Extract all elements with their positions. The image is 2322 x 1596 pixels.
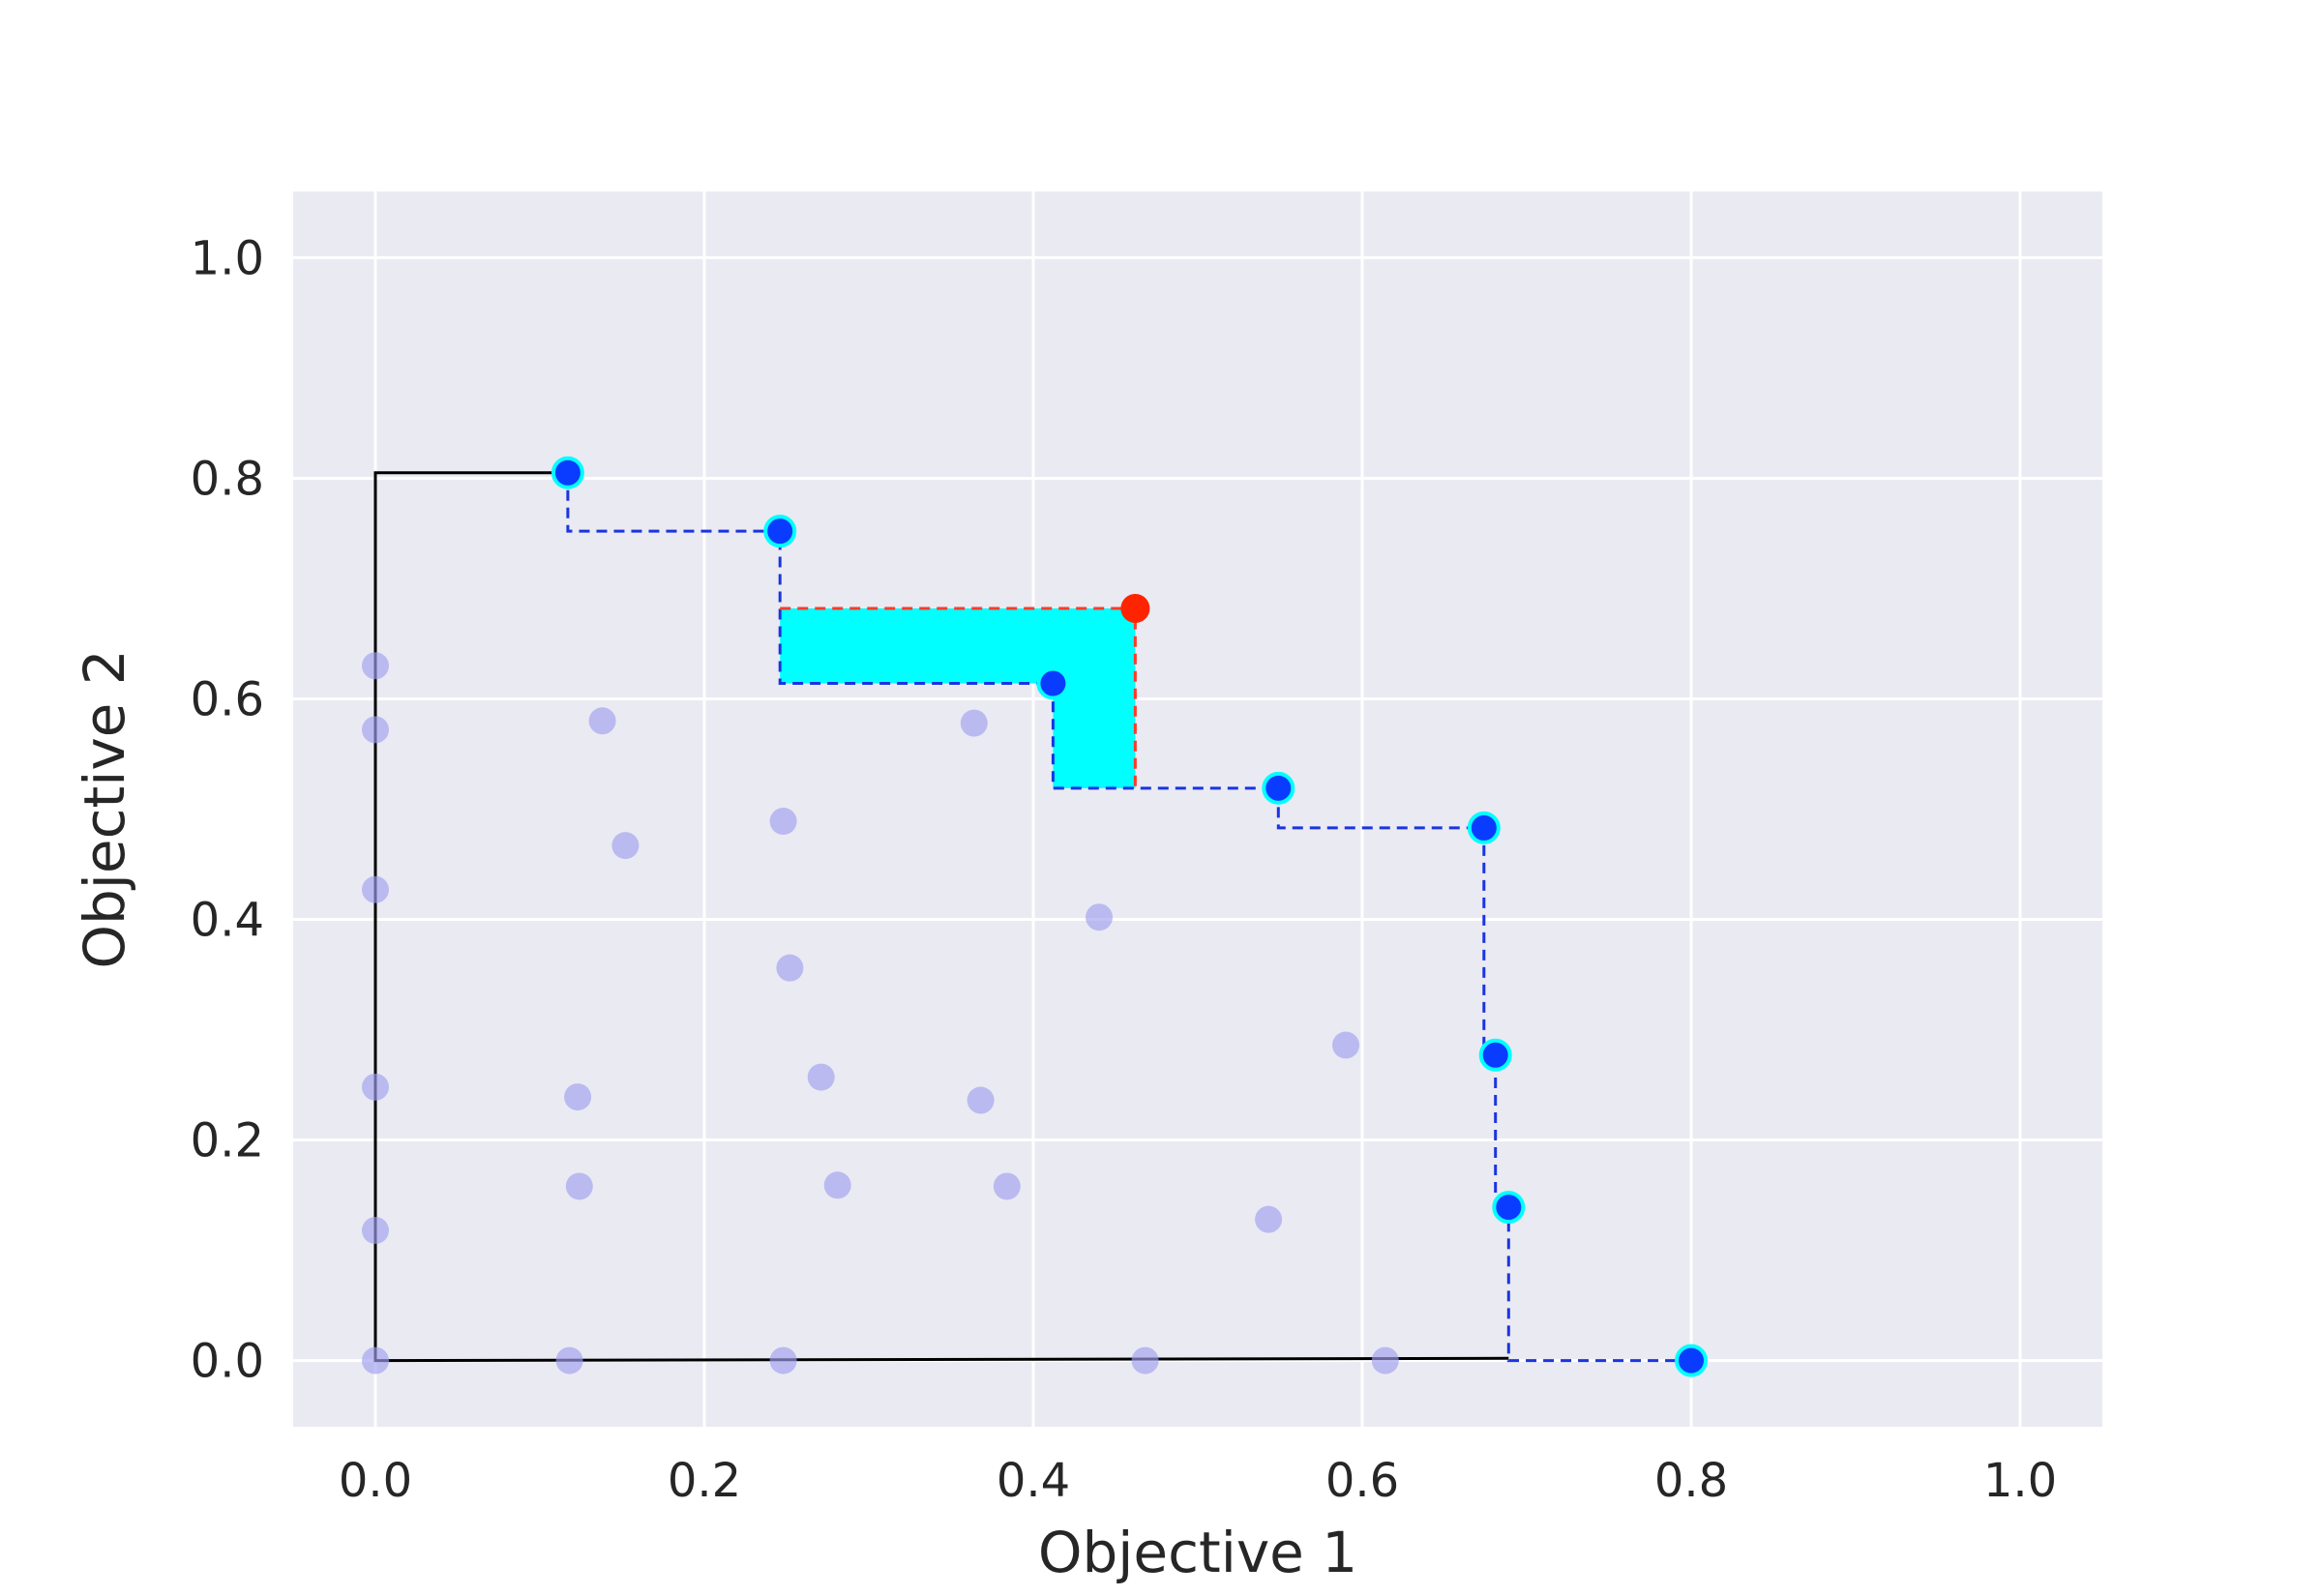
dominated-point — [960, 709, 988, 737]
dominated-point — [1371, 1346, 1399, 1374]
pareto-point — [1262, 771, 1295, 805]
pareto-point — [1492, 1191, 1526, 1225]
y-tick-label: 0.0 — [191, 1335, 264, 1389]
x-tick-labels: 0.0 0.2 0.4 0.6 0.8 1.0 — [339, 1454, 2057, 1508]
dominated-point — [993, 1172, 1021, 1200]
y-tick-label: 0.8 — [191, 452, 264, 506]
pareto-point — [1036, 666, 1070, 700]
y-axis-label: Objective 2 — [72, 649, 137, 968]
new-point — [1120, 593, 1150, 623]
pareto-front-line — [566, 472, 1691, 1363]
dominated-point — [555, 1346, 583, 1374]
dominated-point — [1332, 1031, 1359, 1059]
pareto-point — [551, 456, 584, 489]
dominated-point — [769, 1346, 797, 1374]
pareto-point — [763, 515, 797, 548]
pareto-point — [1675, 1344, 1708, 1377]
dominated-point — [611, 832, 640, 860]
y-tick-labels: 0.0 0.2 0.4 0.6 0.8 1.0 — [191, 231, 264, 1388]
pareto-point — [1478, 1038, 1512, 1072]
y-tick-label: 0.4 — [191, 894, 264, 948]
dominated-point — [362, 1217, 389, 1245]
dominated-point — [1255, 1205, 1283, 1233]
y-tick-label: 0.6 — [191, 672, 264, 726]
x-tick-label: 1.0 — [1983, 1454, 2057, 1508]
dominated-point — [565, 1172, 593, 1200]
points — [362, 456, 1708, 1377]
dominated-point — [362, 1073, 389, 1101]
x-axis-label: Objective 1 — [1038, 1520, 1357, 1585]
y-tick-label: 1.0 — [191, 231, 264, 285]
dominated-point — [362, 652, 389, 680]
x-tick-label: 0.4 — [997, 1454, 1070, 1508]
dominated-point — [823, 1171, 851, 1199]
y-tick-label: 0.2 — [191, 1114, 264, 1168]
plot-background — [293, 192, 2102, 1427]
dominated-point — [362, 875, 389, 903]
reference-boundary — [373, 471, 1509, 1363]
x-tick-label: 0.0 — [339, 1454, 412, 1508]
dominated-point — [776, 954, 804, 982]
dominated-point — [362, 716, 389, 744]
dominated-point — [564, 1083, 592, 1111]
x-tick-label: 0.8 — [1654, 1454, 1728, 1508]
dominated-point — [588, 707, 616, 735]
x-tick-label: 0.6 — [1325, 1454, 1399, 1508]
dominated-point — [769, 808, 797, 836]
regions — [780, 607, 1136, 788]
pareto-point — [1467, 811, 1501, 844]
dominated-point — [967, 1086, 995, 1114]
dominated-point — [1131, 1346, 1159, 1374]
dominated-point — [1086, 903, 1113, 931]
dominated-point — [362, 1346, 389, 1374]
dominated-point — [807, 1063, 835, 1091]
improvement-region — [780, 607, 1136, 788]
x-tick-label: 0.2 — [668, 1454, 741, 1508]
